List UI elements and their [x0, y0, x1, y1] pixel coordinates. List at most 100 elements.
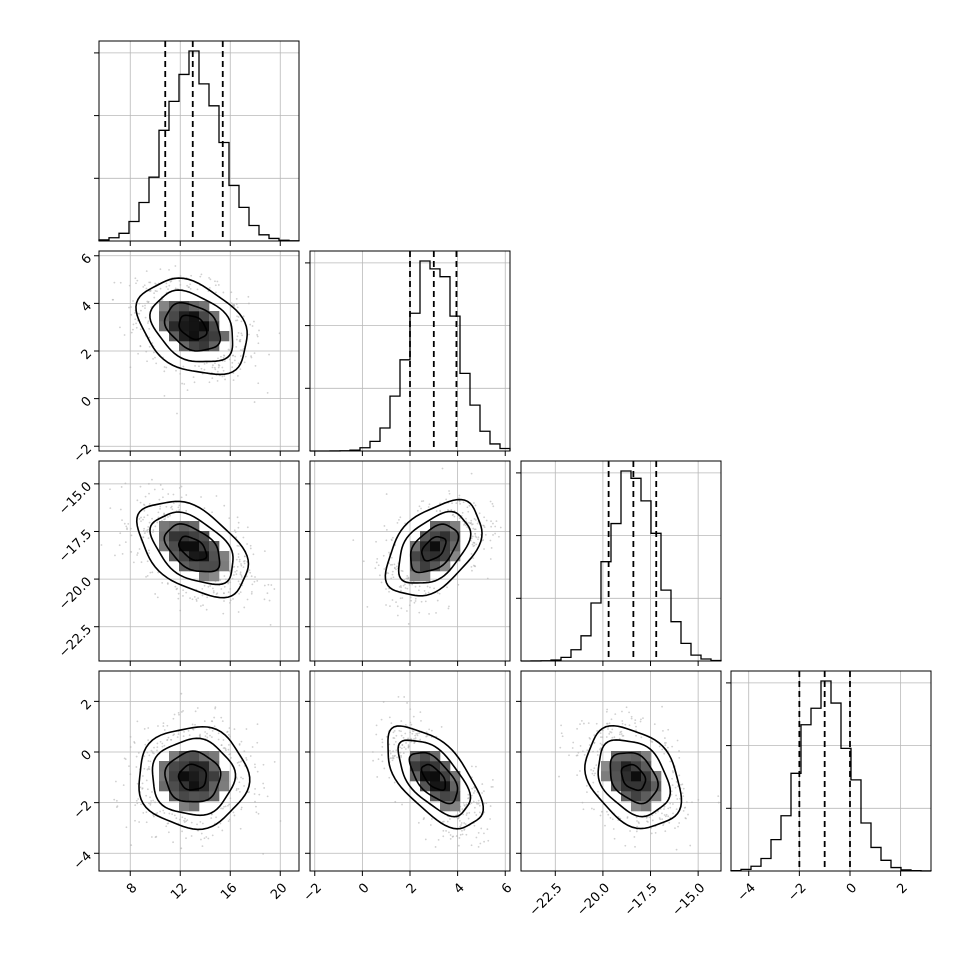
scatter-point — [587, 722, 590, 725]
scatter-point — [609, 731, 612, 733]
scatter-point — [227, 348, 230, 351]
contour-level-0 — [420, 763, 447, 792]
scatter-point — [489, 500, 492, 503]
density-cell — [430, 751, 441, 762]
scatter-point — [152, 529, 155, 532]
scatter-point — [590, 807, 593, 810]
scatter-point — [392, 737, 395, 739]
scatter-point — [418, 585, 421, 588]
density-cell — [199, 761, 210, 772]
scatter-point — [391, 573, 394, 576]
density-cell — [169, 301, 180, 312]
density-cell — [199, 301, 210, 312]
scatter-point — [683, 806, 686, 809]
scatter-point — [279, 820, 282, 822]
scatter-point — [446, 586, 448, 589]
density-cell — [420, 751, 431, 762]
scatter-point — [472, 527, 475, 530]
scatter-point — [461, 511, 464, 514]
scatter-point — [209, 585, 212, 587]
scatter-point — [391, 570, 394, 573]
scatter-point — [451, 502, 453, 505]
scatter-point — [473, 790, 476, 792]
scatter-point — [178, 713, 180, 716]
scatter-point — [671, 770, 674, 772]
scatter-point — [134, 804, 137, 807]
scatter-point — [237, 316, 240, 318]
scatter-point — [148, 766, 150, 768]
contour-level-2 — [397, 510, 472, 584]
scatter-point — [227, 582, 230, 585]
scatter-point — [179, 275, 182, 277]
scatter-point — [214, 368, 217, 371]
scatter-point — [172, 717, 175, 720]
density-cell — [189, 771, 200, 782]
scatter-point — [142, 536, 145, 539]
scatter-point — [194, 723, 196, 726]
scatter-point — [200, 838, 202, 841]
scatter-point — [390, 556, 393, 559]
scatter-point — [145, 575, 147, 578]
scatter-point — [498, 535, 500, 538]
scatter-point — [385, 604, 387, 606]
scatter-point — [238, 790, 241, 793]
scatter-point — [473, 811, 476, 814]
scatter-point — [236, 762, 239, 764]
scatter-point — [595, 722, 598, 725]
scatter-point — [559, 746, 562, 749]
density-cell — [169, 311, 180, 322]
scatter-point — [210, 736, 213, 738]
scatter-point — [481, 783, 484, 785]
scatter-point — [125, 525, 128, 528]
density-cell — [430, 541, 441, 552]
scatter-point — [474, 504, 477, 507]
density-cell — [199, 791, 210, 802]
scatter-point — [150, 749, 153, 752]
scatter-point — [185, 591, 188, 594]
scatter-point — [434, 846, 437, 848]
scatter-point — [212, 591, 215, 594]
scatter-point — [239, 368, 242, 370]
scatter-point — [621, 710, 623, 713]
scatter-point — [606, 810, 608, 813]
scatter-point — [635, 830, 638, 833]
scatter-point — [439, 510, 442, 513]
scatter-point — [109, 507, 112, 510]
scatter-point — [235, 573, 238, 576]
scatter-point — [159, 507, 161, 510]
scatter-point — [591, 772, 594, 775]
scatter-point — [228, 818, 231, 821]
scatter-point — [220, 807, 222, 810]
scatter-point — [197, 597, 200, 600]
scatter-point — [610, 718, 613, 721]
scatter-point — [667, 815, 670, 818]
contour-level-1 — [163, 301, 222, 352]
scatter-point — [232, 811, 235, 814]
scatter-point — [610, 731, 613, 734]
scatter-point — [675, 848, 678, 851]
scatter-point — [257, 812, 260, 815]
scatter-point — [669, 806, 672, 809]
scatter-point — [558, 775, 560, 778]
scatter-point — [235, 303, 238, 306]
scatter-point — [143, 728, 146, 730]
scatter-point — [376, 776, 379, 778]
density-cell — [410, 561, 421, 572]
scatter-point — [113, 798, 116, 801]
scatter-point — [172, 841, 174, 844]
scatter-point — [235, 338, 238, 341]
scatter-point — [380, 754, 383, 756]
scatter-point — [168, 284, 171, 287]
density-cell — [189, 781, 200, 792]
scatter-point — [228, 753, 231, 756]
scatter-point — [235, 788, 238, 790]
density-cell — [611, 761, 622, 772]
scatter-point — [184, 817, 186, 820]
scatter-point — [154, 356, 156, 359]
density-cell — [440, 801, 451, 812]
scatter-point — [183, 819, 185, 822]
scatter-point — [418, 505, 421, 508]
scatter-point — [240, 320, 243, 323]
scatter-point — [601, 736, 604, 739]
scatter-point — [213, 366, 216, 369]
